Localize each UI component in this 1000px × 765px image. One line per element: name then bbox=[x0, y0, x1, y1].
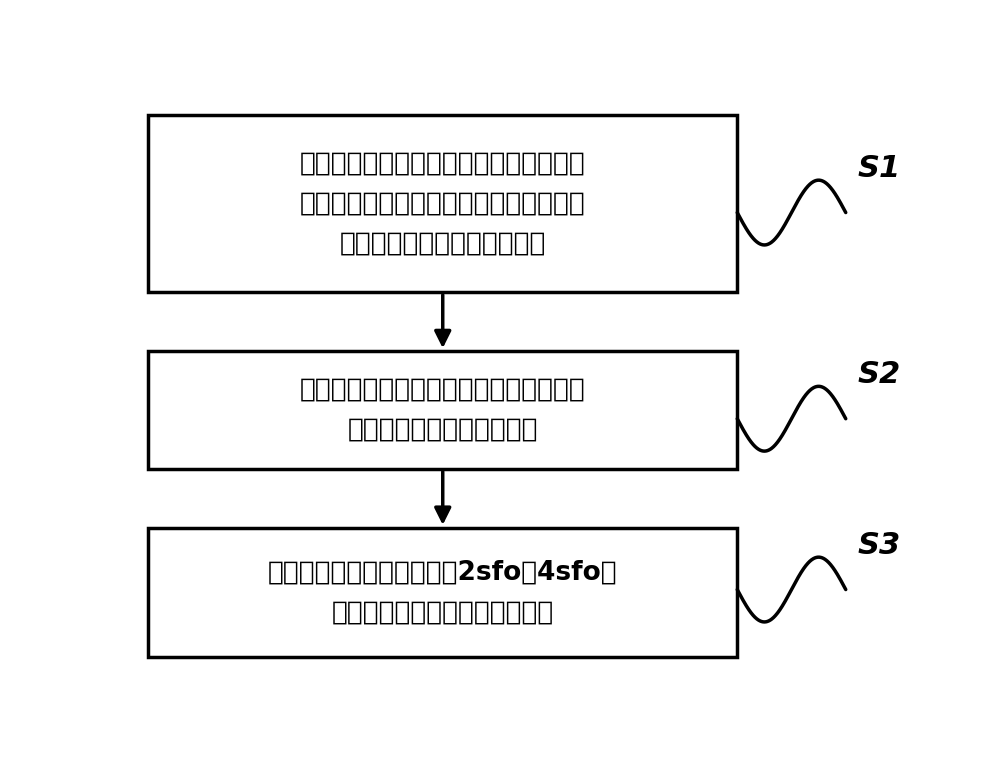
Text: S3: S3 bbox=[857, 531, 901, 560]
Text: 监测融合相关谱图是否存在2sfo、4sfo等
谱峰来判断当前电机的健康状态: 监测融合相关谱图是否存在2sfo、4sfo等 谱峰来判断当前电机的健康状态 bbox=[268, 559, 618, 626]
FancyBboxPatch shape bbox=[148, 116, 737, 292]
Text: 实时监测并采集一定时间的定子电流信号
和振动信号，并分别进行希尔伯特变换，
再通过陷波滤波滤除直流分量: 实时监测并采集一定时间的定子电流信号 和振动信号，并分别进行希尔伯特变换， 再通… bbox=[300, 151, 586, 257]
FancyBboxPatch shape bbox=[148, 351, 737, 469]
Text: S1: S1 bbox=[857, 154, 901, 183]
Text: 利用融合相关谱分析的方法获得电流信号
和振动信号的融合相关谱图: 利用融合相关谱分析的方法获得电流信号 和振动信号的融合相关谱图 bbox=[300, 377, 586, 443]
FancyBboxPatch shape bbox=[148, 528, 737, 657]
Text: S2: S2 bbox=[857, 360, 901, 389]
